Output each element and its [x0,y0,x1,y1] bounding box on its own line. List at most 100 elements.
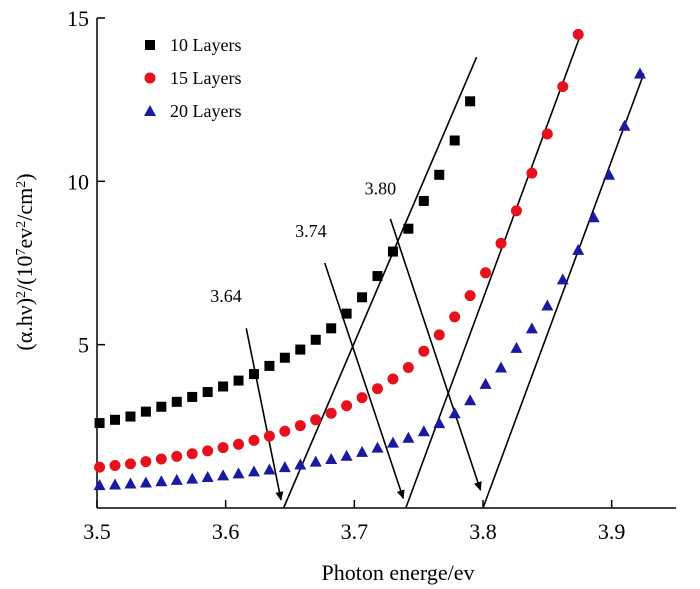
point-10-layers [248,369,259,380]
point-15-layers [526,167,538,179]
point-15-layers [186,448,198,460]
point-20-layers [448,407,461,419]
fit-line [405,37,581,509]
point-20-layers [371,441,384,453]
point-10-layers [357,292,368,303]
legend-label-20-layers: 20 Layers [170,101,241,121]
point-15-layers [248,434,260,446]
point-15-layers [325,407,337,419]
point-15-layers [94,461,106,473]
point-20-layers [278,461,291,473]
fit-line [482,73,645,509]
y-title-part: /cm [12,188,37,221]
point-15-layers [387,373,399,385]
point-15-layers [449,311,461,323]
point-20-layers [618,119,631,131]
point-10-layers [295,344,306,355]
point-20-layers [587,211,600,223]
point-10-layers [218,381,229,392]
legend-label-15-layers: 15 Layers [170,68,241,88]
y-tick-label: 15 [67,6,89,31]
point-20-layers [541,299,554,311]
x-tick-label: 3.5 [83,519,111,544]
annotation-arrow [389,218,482,491]
point-15-layers [171,450,183,462]
point-10-layers [264,360,275,371]
point-20-layers [633,67,646,79]
x-tick-label: 3.7 [341,519,369,544]
point-20-layers [572,243,585,255]
annotation-arrow [323,262,405,500]
point-10-layers [341,308,352,319]
x-axis-title: Photon energe/ev [322,560,475,585]
point-15-layers [124,458,136,470]
y-title-sup: 2 [14,291,29,298]
fit-lines [282,37,645,509]
y-title-sup: 2 [14,221,29,228]
point-20-layers [232,467,245,479]
point-15-layers [217,442,229,454]
point-20-layers [124,477,137,489]
point-10-layers [125,411,136,422]
point-10-layers [418,195,429,206]
point-10-layers [449,135,460,146]
point-10-layers [465,96,476,107]
point-15-layers [510,205,522,217]
point-20-layers [325,453,338,464]
point-20-layers [263,463,276,475]
point-20-layers [247,465,260,477]
annotations: 3.64 3.74 3.80 [210,178,482,501]
point-20-layers [139,476,152,488]
point-20-layers [201,470,214,482]
point-10-layers [202,387,213,398]
point-15-layers [433,329,445,341]
point-20-layers [479,377,492,389]
annotation-label: 3.80 [365,178,397,198]
point-20-layers [525,322,538,334]
x-tick-label: 3.8 [469,519,497,544]
point-10-layers [326,323,337,334]
y-title-sup: 7 [14,249,29,256]
point-15-layers [341,400,353,412]
point-15-layers [140,456,152,468]
y-axis-title: (α.hν)2/(107ev2/cm2) [12,173,37,350]
point-20-layers [464,394,477,406]
point-10-layers [110,414,121,425]
annotation-label: 3.74 [295,221,327,241]
point-10-layers [387,246,398,257]
point-20-layers [417,425,430,437]
point-10-layers [403,223,414,234]
point-10-layers [187,391,198,402]
point-15-layers [572,28,584,40]
point-20-layers [93,479,106,491]
legend-marker-15-layers [144,72,156,84]
point-10-layers [140,406,151,417]
point-15-layers [418,345,430,357]
point-15-layers [202,445,214,457]
legend: 10 Layers 15 Layers 20 Layers [144,35,241,121]
point-20-layers [556,273,569,285]
legend-marker-20-layers [144,105,156,116]
y-tick-label: 10 [67,169,89,194]
point-10-layers [94,418,105,429]
point-20-layers [309,455,322,467]
y-title-part: ev [12,228,37,249]
point-20-layers [495,361,508,373]
annotation-arrow [245,328,284,501]
point-10-layers [372,271,383,282]
point-10-layers [434,169,445,180]
point-15-layers [233,438,245,450]
point-20-layers [170,473,183,485]
point-10-layers [171,396,182,407]
y-title-part: ) [12,173,37,180]
y-tick-label: 5 [78,333,89,358]
point-15-layers [371,383,383,395]
point-15-layers [263,430,275,442]
point-20-layers [155,475,168,487]
point-20-layers [433,417,446,429]
point-10-layers [310,334,321,345]
point-10-layers [279,352,290,363]
point-15-layers [109,460,121,472]
point-20-layers [109,478,122,490]
